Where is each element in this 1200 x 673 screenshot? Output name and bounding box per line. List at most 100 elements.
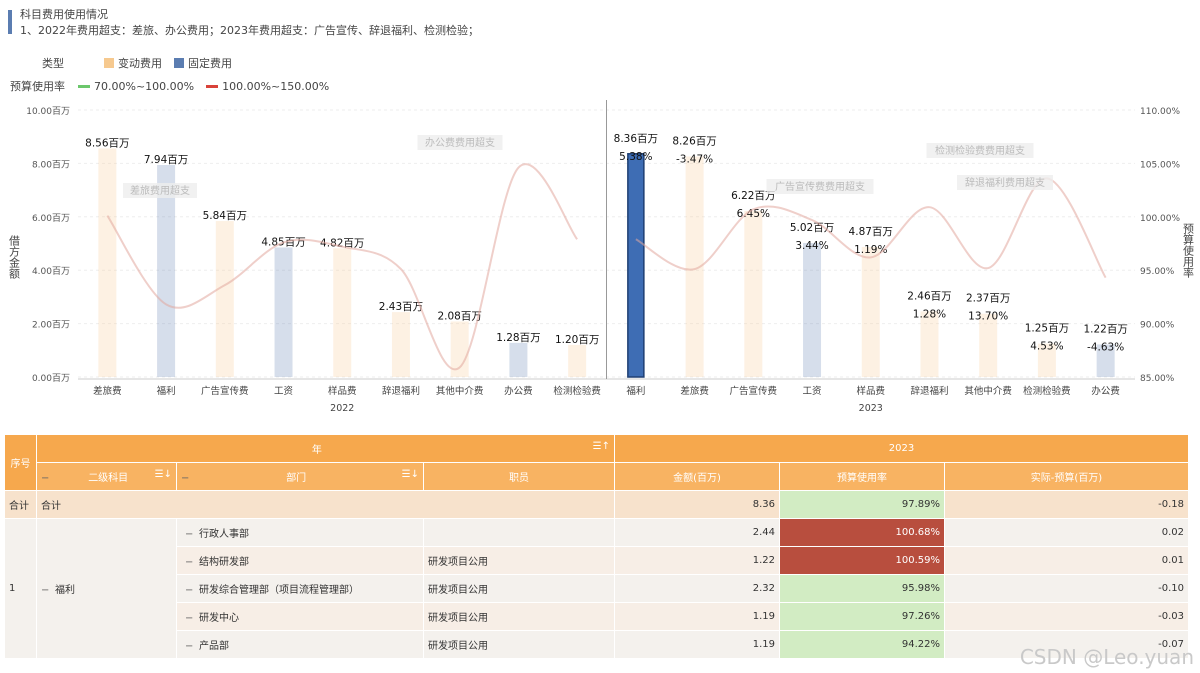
dept-cell[interactable]: − 结构研发部 bbox=[176, 546, 424, 575]
dept-cell[interactable]: − 行政人事部 bbox=[176, 518, 424, 547]
collapse-icon[interactable]: − bbox=[41, 585, 50, 596]
x-tick-label: 福利 bbox=[157, 385, 176, 397]
bar[interactable] bbox=[98, 148, 117, 377]
table-row[interactable]: 1 − 福利 − 行政人事部 2.44 100.68% 0.02 bbox=[4, 518, 1190, 659]
table-row[interactable]: − 结构研发部 研发项目公用 1.22 100.59% 0.01 bbox=[5, 546, 1190, 575]
bar[interactable] bbox=[274, 247, 293, 377]
rate-cell: 94.22% bbox=[779, 630, 946, 659]
header-accent-bar bbox=[8, 10, 12, 34]
annotation-label: 检测检验费费用超支 bbox=[935, 144, 1025, 157]
legend-item-label: 70.00%~100.00% bbox=[94, 79, 195, 93]
y2-tick-label: 110.00% bbox=[1140, 107, 1180, 117]
collapse-icon[interactable]: − bbox=[185, 641, 194, 652]
collapse-icon[interactable]: − bbox=[185, 613, 194, 624]
bar-value-label: 8.26百万 bbox=[672, 135, 716, 147]
legend-swatch bbox=[174, 58, 184, 68]
legend-item-label: 变动费用 bbox=[118, 57, 162, 70]
bar-value-label: 2.43百万 bbox=[379, 301, 423, 313]
bar-value-label: 7.94百万 bbox=[144, 154, 188, 166]
bar-pct-label: 5.38% bbox=[619, 151, 652, 163]
dept-label: 行政人事部 bbox=[199, 529, 249, 540]
x-tick-label: 办公费 bbox=[1091, 385, 1120, 397]
bar[interactable] bbox=[450, 321, 469, 377]
sort-icon[interactable]: ☰↑ bbox=[592, 441, 611, 452]
bar[interactable] bbox=[1037, 343, 1056, 377]
x-tick-label: 差旅费 bbox=[93, 385, 122, 397]
table-total-row[interactable]: 合计 合计 8.36 97.89% -0.18 bbox=[4, 490, 1190, 519]
y-axis-title: 借方金额 bbox=[8, 235, 21, 280]
type-legend: 类型 变动费用 固定费用 bbox=[42, 55, 244, 71]
bar[interactable] bbox=[157, 165, 176, 377]
bar[interactable] bbox=[391, 312, 410, 377]
bar-pct-label: -4.63% bbox=[1087, 341, 1124, 353]
page-subtitle: 1、2022年费用超支：差旅、办公费用；2023年费用超支：广告宣传、辞退福利、… bbox=[20, 24, 479, 37]
dept-cell[interactable]: − 产品部 bbox=[176, 630, 424, 659]
y-tick-label: 0.00百万 bbox=[32, 373, 70, 384]
bar-pct-label: 6.45% bbox=[737, 208, 770, 220]
type-legend-label: 类型 bbox=[42, 57, 64, 70]
collapse-icon[interactable]: − bbox=[185, 529, 194, 540]
total-amount: 8.36 bbox=[614, 490, 781, 519]
col-subject-header[interactable]: − 二级科目 ☰↓ bbox=[36, 462, 177, 491]
bar-value-label: 5.02百万 bbox=[790, 222, 834, 234]
bar[interactable] bbox=[568, 344, 587, 377]
x-tick-label: 样品费 bbox=[856, 385, 885, 397]
bar-pct-label: 13.70% bbox=[968, 311, 1008, 323]
annotation-label: 辞退福利费用超支 bbox=[965, 176, 1045, 189]
bar[interactable] bbox=[979, 313, 998, 377]
staff-cell: 研发项目公用 bbox=[422, 574, 616, 603]
x-tick-label: 其他中介费 bbox=[436, 385, 484, 397]
collapse-icon[interactable]: − bbox=[181, 473, 190, 484]
x-tick-label: 辞退福利 bbox=[382, 385, 420, 397]
dept-label: 产品部 bbox=[199, 641, 229, 652]
x-tick-label: 样品费 bbox=[328, 385, 357, 397]
annotation-box bbox=[123, 183, 197, 198]
diff-cell: -0.03 bbox=[944, 602, 1190, 631]
bar[interactable] bbox=[215, 221, 234, 377]
legend-item-rate-high[interactable]: 100.00%~150.00% bbox=[206, 80, 329, 93]
bar[interactable] bbox=[509, 342, 528, 377]
collapse-icon[interactable]: − bbox=[185, 557, 194, 568]
bar[interactable] bbox=[685, 156, 704, 377]
bar[interactable] bbox=[920, 311, 939, 377]
group-subject[interactable]: − 福利 bbox=[36, 518, 177, 659]
group-label: 2023 bbox=[859, 403, 883, 414]
x-tick-label: 工资 bbox=[274, 386, 294, 397]
sort-icon[interactable]: ☰↓ bbox=[154, 469, 172, 480]
col-seq-header: 序号 bbox=[4, 434, 37, 491]
y-tick-label: 4.00百万 bbox=[32, 266, 70, 277]
amount-cell: 1.19 bbox=[614, 630, 781, 659]
bar[interactable] bbox=[744, 210, 763, 377]
col-year-header[interactable]: 年 ☰↑ bbox=[35, 434, 616, 463]
bar-pct-label: -3.47% bbox=[676, 153, 713, 165]
sort-icon[interactable]: ☰↓ bbox=[401, 469, 419, 480]
dept-label: 研发综合管理部（项目流程管理部） bbox=[199, 585, 359, 596]
col-dept-header[interactable]: − 部门 ☰↓ bbox=[176, 462, 424, 491]
legend-item-fixed[interactable]: 固定费用 bbox=[174, 55, 232, 71]
bar[interactable] bbox=[333, 248, 352, 377]
x-tick-label: 办公费 bbox=[504, 385, 533, 397]
legend-item-label: 固定费用 bbox=[188, 57, 232, 70]
y-tick-label: 10.00百万 bbox=[26, 106, 70, 117]
x-tick-label: 其他中介费 bbox=[964, 385, 1012, 397]
dept-cell[interactable]: − 研发综合管理部（项目流程管理部） bbox=[176, 574, 424, 603]
bar[interactable] bbox=[1096, 344, 1115, 377]
legend-item-rate-low[interactable]: 70.00%~100.00% bbox=[78, 80, 194, 93]
bar[interactable] bbox=[627, 153, 645, 378]
bar[interactable] bbox=[803, 242, 822, 377]
table-row[interactable]: − 产品部 研发项目公用 1.19 94.22% -0.07 bbox=[5, 630, 1190, 659]
bar-pct-label: 3.44% bbox=[795, 240, 828, 252]
collapse-icon[interactable]: − bbox=[185, 585, 194, 596]
dept-cell[interactable]: − 研发中心 bbox=[176, 602, 424, 631]
table-row[interactable]: − 研发综合管理部（项目流程管理部） 研发项目公用 2.32 95.98% -0.… bbox=[5, 574, 1190, 603]
watermark: CSDN @Leo.yuan bbox=[1019, 645, 1194, 669]
staff-cell: 研发项目公用 bbox=[422, 546, 616, 575]
y-tick-label: 8.00百万 bbox=[32, 159, 70, 170]
bar[interactable] bbox=[861, 246, 880, 377]
table-row[interactable]: − 研发中心 研发项目公用 1.19 97.26% -0.03 bbox=[5, 602, 1190, 631]
y-tick-label: 6.00百万 bbox=[32, 213, 70, 224]
legend-item-variable[interactable]: 变动费用 bbox=[104, 55, 162, 71]
y-tick-label: 2.00百万 bbox=[32, 320, 70, 331]
collapse-icon[interactable]: − bbox=[41, 473, 50, 484]
table-subheader-row: − 二级科目 ☰↓ − 部门 ☰↓ 职员 金额(百万) 预算使用率 实际-预算(… bbox=[5, 462, 1190, 491]
